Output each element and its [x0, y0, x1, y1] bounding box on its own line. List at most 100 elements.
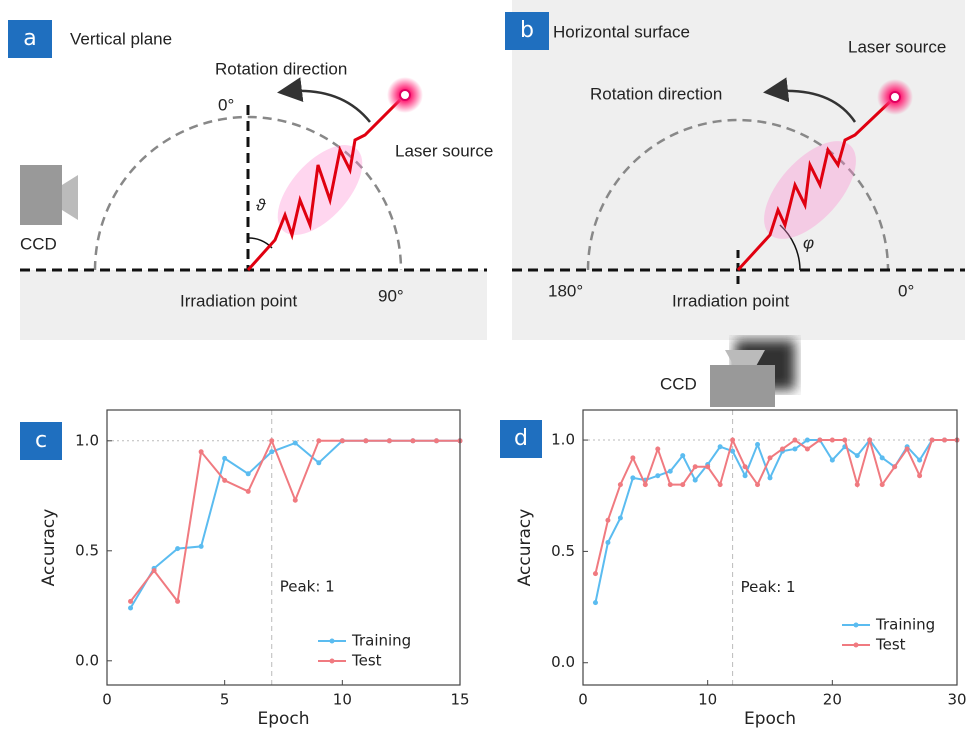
data-point	[363, 438, 369, 444]
data-point	[917, 473, 923, 479]
rotation-arrow	[763, 77, 857, 123]
data-point	[339, 438, 345, 444]
laser-glow	[277, 145, 363, 235]
panel-label: c	[35, 428, 47, 453]
data-point	[175, 598, 181, 604]
data-point	[892, 464, 898, 470]
ccd-body	[20, 165, 62, 225]
laser-label: Laser source	[848, 37, 946, 56]
data-point	[667, 468, 673, 474]
data-point	[592, 600, 598, 606]
data-point	[804, 437, 810, 443]
data-point	[198, 449, 204, 455]
x-tick-label: 20	[823, 691, 842, 709]
laser-beam	[736, 95, 897, 272]
laser-beam	[246, 93, 407, 272]
panel-label-box	[500, 420, 542, 458]
angle-symbol: ϑ	[256, 195, 266, 214]
data-point	[605, 539, 611, 545]
ccd-lens	[725, 350, 765, 368]
data-point	[854, 453, 860, 459]
data-point	[316, 460, 322, 466]
data-point	[767, 455, 773, 461]
peak-annotation: Peak: 1	[280, 577, 335, 595]
laser-core	[889, 91, 901, 103]
panel-a: a Vertical plane Rotation direction Lase…	[8, 20, 493, 340]
data-point	[245, 471, 251, 477]
data-point	[151, 568, 157, 574]
data-point	[767, 475, 773, 481]
data-point	[942, 437, 948, 443]
series-line	[594, 436, 957, 574]
x-tick-label: 10	[698, 691, 717, 709]
data-point	[245, 488, 251, 494]
ccd-body	[710, 365, 775, 407]
legend-label: Training	[875, 616, 935, 634]
plot-frame	[582, 409, 958, 686]
panel-label-box	[8, 20, 52, 58]
data-point	[316, 438, 322, 444]
data-point	[667, 482, 673, 488]
laser-label: Laser source	[395, 141, 493, 160]
data-point	[817, 437, 823, 443]
ccd-label: CCD	[20, 234, 57, 253]
legend-label: Training	[351, 632, 411, 650]
data-point	[879, 455, 885, 461]
data-point	[269, 449, 275, 455]
arc	[93, 115, 403, 271]
x-tick-label: 15	[450, 691, 469, 709]
data-point	[222, 455, 228, 461]
y-tick-label: 0.0	[551, 653, 575, 671]
data-point	[198, 543, 204, 549]
data-point	[854, 482, 860, 488]
data-point	[433, 438, 439, 444]
x-tick-label: 0	[102, 691, 112, 709]
data-point	[617, 515, 623, 521]
panel-label: d	[514, 426, 528, 451]
angle-0: 0°	[218, 95, 234, 114]
data-point	[792, 446, 798, 452]
panel-label-box	[505, 12, 549, 50]
plot-frame	[106, 409, 461, 686]
ccd-label: CCD	[660, 374, 697, 393]
data-point	[269, 438, 275, 444]
y-tick-label: 1.0	[75, 431, 99, 449]
data-point	[630, 455, 636, 461]
y-axis-label: Accuracy	[515, 509, 535, 587]
data-point	[705, 464, 711, 470]
rotation-label: Rotation direction	[215, 59, 347, 78]
data-point	[642, 482, 648, 488]
data-point	[792, 437, 798, 443]
angle-symbol: φ	[803, 233, 814, 252]
data-point	[386, 438, 392, 444]
y-axis-label: Accuracy	[39, 509, 59, 587]
data-point	[929, 437, 935, 443]
rotation-arrow	[277, 77, 371, 123]
x-tick-label: 10	[333, 691, 352, 709]
legend-marker	[329, 638, 335, 644]
x-tick-label: 30	[947, 691, 966, 709]
data-point	[630, 475, 636, 481]
panel-label: b	[520, 18, 534, 43]
data-point	[410, 438, 416, 444]
laser-core	[399, 89, 411, 101]
panel-title: Horizontal surface	[553, 22, 690, 41]
point-label: Irradiation point	[672, 291, 789, 310]
y-tick-label: 1.0	[551, 431, 575, 449]
data-point	[742, 464, 748, 470]
angle-180: 180°	[548, 281, 583, 300]
data-point	[829, 457, 835, 463]
data-point	[804, 446, 810, 452]
panel-label: a	[23, 26, 36, 51]
data-point	[655, 473, 661, 479]
x-axis-label: Epoch	[744, 709, 796, 729]
data-point	[755, 442, 761, 448]
ccd-lens	[62, 175, 78, 220]
ground	[20, 270, 487, 340]
legend-marker	[329, 658, 335, 664]
point-label: Irradiation point	[180, 291, 297, 310]
data-point	[128, 605, 134, 611]
data-point	[742, 473, 748, 479]
data-point	[692, 477, 698, 483]
